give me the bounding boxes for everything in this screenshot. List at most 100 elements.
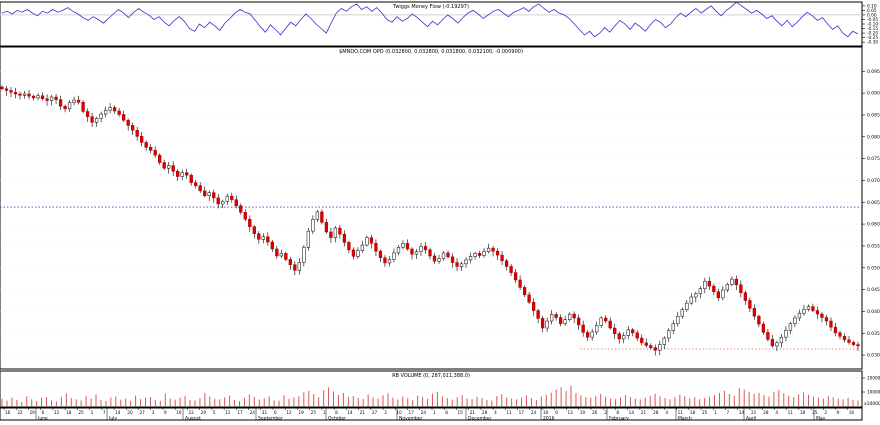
bullish-candle-body [464,259,468,265]
bearish-candle-body [320,211,324,223]
bearish-candle-body [374,243,378,252]
bearish-candle-body [117,110,121,115]
bearish-candle-body [581,324,585,333]
candlestick [347,240,351,254]
bearish-candle-body [342,233,347,243]
x-day-label: 10 [396,410,402,415]
bearish-candle-body [527,294,531,303]
x-day-label: 27 [372,410,378,415]
candlestick [9,87,13,98]
bullish-candle-body [468,256,473,261]
x-day-label: 5 [213,410,216,415]
x-day-label: 11 [225,410,231,415]
bearish-candle-body [410,248,414,255]
x-day-label: 1 [714,410,717,415]
bearish-candle-body [58,99,63,107]
bearish-candle-body [707,281,711,287]
x-day-label: 6 [274,410,277,415]
x-day-label: 4 [494,410,497,415]
candlestick [72,96,76,106]
candlestick [243,209,247,222]
bullish-candle-body [94,118,99,123]
bearish-candle-body [85,111,90,117]
candlestick [851,340,856,347]
x-day-label: 2 [604,410,607,415]
bearish-candle-body [757,315,761,325]
bullish-candle-body [549,314,554,322]
candlestick [437,254,441,264]
bullish-candle-body [392,252,396,260]
x-day-label: 27 [140,410,146,415]
candlestick [108,103,112,114]
bearish-candle-body [653,347,657,351]
candlestick [302,245,306,267]
bullish-candle-body [49,96,54,101]
x-day-label: 11 [678,410,684,415]
money-flow-y-tick-label: 0.05 [867,8,877,14]
money-flow-y-tick-label: -0.15 [867,26,878,32]
candlestick [599,316,603,329]
price-y-tick-label: 0.050 [867,265,880,271]
bullish-candle-body [459,263,464,267]
candlestick [613,323,617,339]
candlestick [198,182,202,194]
bullish-candle-body [671,323,675,331]
x-day-label: 28 [653,410,659,415]
candlestick [459,261,464,271]
bullish-candle-body [302,246,306,263]
x-day-label: 30 [543,410,549,415]
bullish-candle-body [67,102,72,110]
bullish-candle-body [356,250,360,257]
candlestick [284,251,288,262]
bullish-candle-body [297,262,301,271]
candlestick [752,304,757,320]
bearish-candle-body [743,292,748,301]
candlestick [631,328,635,337]
bullish-candle-body [396,246,401,254]
x-month-label: November [399,416,423,422]
candlestick [577,314,581,330]
bearish-candle-body [198,185,202,192]
bullish-candle-body [622,335,626,340]
x-day-label: 18 [690,410,696,415]
bearish-candle-body [383,257,387,264]
bearish-candle-body [856,344,860,347]
candlestick [441,251,446,261]
candlestick [847,335,851,345]
bullish-candle-body [662,337,666,345]
candlestick [49,94,54,106]
candlestick [482,248,486,258]
bearish-candle-body [495,250,500,256]
bearish-candle-body [851,342,856,345]
bullish-candle-body [36,95,40,99]
candlestick [76,95,81,105]
candlestick [103,106,108,118]
bearish-candle-body [716,291,720,299]
price-panel: 0.095 0.090 0.085 0.080 0.075 0.070 0.065 0.060… [0,46,880,370]
x-month-label: August [185,416,201,422]
bearish-candle-body [572,313,576,319]
bearish-candle-body [712,285,716,293]
price-panel-title: $MNDO.COM OPD (0.032800, 0.032800, 0.031… [339,49,523,55]
candlestick [31,94,36,101]
bearish-candle-body [522,287,527,296]
bearish-candle-body [9,90,13,93]
price-y-tick-label: 0.075 [867,156,880,162]
candlestick [581,320,585,337]
candlestick [842,333,847,343]
candlestick [410,247,414,260]
bearish-candle-body [266,236,270,243]
candlestick [734,275,739,291]
candlestick [275,245,279,259]
x-day-label: 15 [457,410,463,415]
x-month-label: May [816,416,826,422]
candlestick [748,297,752,313]
bullish-candle-body [103,109,108,115]
bullish-candle-body [482,251,486,256]
bearish-candle-body [27,93,31,97]
volume-y-tick-label: 200000000 [867,376,880,381]
candlestick [212,189,216,203]
candlestick [757,314,761,328]
candlestick [194,180,198,189]
bearish-candle-body [640,337,644,344]
